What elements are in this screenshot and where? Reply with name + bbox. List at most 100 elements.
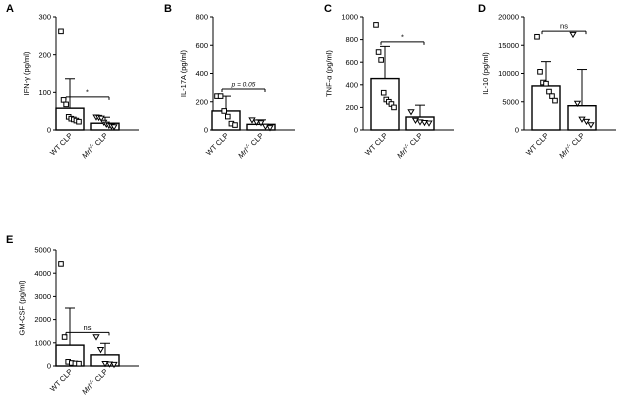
y-tick-label: 400 <box>345 80 358 89</box>
category-suffix: CLP <box>568 131 586 149</box>
y-tick-label: 4000 <box>34 269 51 278</box>
category-superscript: -/- <box>565 143 573 151</box>
y-tick-label: 100 <box>38 88 51 97</box>
y-tick-label: 5000 <box>34 246 51 255</box>
data-point <box>110 124 118 131</box>
data-point <box>391 104 397 111</box>
category-suffix: CLP <box>91 131 109 149</box>
data-point <box>97 115 105 122</box>
panel-letter: E <box>6 234 13 246</box>
data-point <box>58 28 64 35</box>
y-tick-label: 2000 <box>34 315 51 324</box>
data-point <box>375 49 382 55</box>
data-point <box>552 97 558 104</box>
panel-letter: D <box>478 3 486 15</box>
data-point <box>61 334 68 340</box>
x-category-label: Mrl-/- CLP <box>80 367 109 396</box>
y-axis-label: IFN-γ (pg/ml) <box>22 51 31 95</box>
x-category-label: Mrl-/- CLP <box>236 131 265 160</box>
data-point <box>587 122 595 129</box>
y-tick-label: 200 <box>38 50 51 59</box>
y-axis-label: GM-CSF (pg/ml) <box>17 280 26 336</box>
chart-panel-b: B 0 200 400 600 800 IL-17A (pg/ml) WT CLP Mrl-/-… <box>164 3 295 160</box>
data-point <box>373 22 379 28</box>
panel-letter: B <box>164 3 172 15</box>
data-point <box>380 89 387 96</box>
data-point <box>232 122 238 128</box>
significance-label: ns <box>560 22 568 31</box>
data-point <box>378 57 384 63</box>
y-tick-label: 10000 <box>498 69 519 78</box>
data-point <box>105 361 114 368</box>
y-tick-label: 0 <box>47 362 51 371</box>
category-text: WT CLP <box>363 131 389 157</box>
y-tick-label: 0 <box>515 126 519 135</box>
data-point <box>252 119 261 126</box>
data-point <box>266 125 274 132</box>
chart-panel-d: D 0 5000 10000 15000 20000 IL-10 (pg/ml) WT CLP… <box>478 3 616 160</box>
y-tick-label: 600 <box>345 58 358 67</box>
significance-label: ns <box>84 323 92 332</box>
significance-label: * <box>401 32 404 41</box>
y-tick-label: 0 <box>204 126 208 135</box>
y-axis-label: IL-10 (pg/ml) <box>481 52 490 95</box>
chart-panel-c: C 0 200 400 600 800 1000 TNF-α (pg/ml) WT CLP Mrl… <box>324 3 454 160</box>
data-point <box>534 33 540 40</box>
category-text: WT CLP <box>48 367 74 393</box>
data-point <box>407 109 415 116</box>
data-point <box>60 97 67 103</box>
data-point <box>573 100 582 108</box>
x-category-label: WT CLP <box>204 131 230 157</box>
y-tick-label: 800 <box>195 13 208 22</box>
data-point <box>569 31 577 39</box>
y-tick-label: 800 <box>345 35 358 44</box>
chart-panel-e: E 0 1000 2000 3000 4000 5000 GM-CSF (pg/ml) WT C… <box>6 234 139 396</box>
data-point <box>92 334 100 341</box>
bar <box>531 85 561 131</box>
data-point <box>225 113 231 120</box>
category-superscript: -/- <box>403 143 411 151</box>
data-point <box>76 360 82 367</box>
y-tick-label: 600 <box>195 41 208 50</box>
y-tick-label: 15000 <box>498 41 519 50</box>
data-point <box>217 93 224 99</box>
panel-letter: C <box>324 3 332 15</box>
y-tick-label: 0 <box>354 126 358 135</box>
data-point <box>582 118 591 126</box>
x-category-label: WT CLP <box>363 131 389 157</box>
data-point <box>221 108 227 114</box>
category-superscript: -/- <box>88 379 96 387</box>
data-point <box>537 69 543 75</box>
category-text: WT CLP <box>204 131 230 157</box>
data-point <box>416 119 424 126</box>
y-axis-label: IL-17A (pg/ml) <box>179 49 188 97</box>
y-tick-label: 300 <box>38 13 51 22</box>
data-point <box>549 93 555 99</box>
data-point <box>76 118 82 125</box>
y-tick-label: 200 <box>345 103 358 112</box>
data-point <box>110 361 118 369</box>
panel-letter: A <box>6 3 14 15</box>
y-tick-label: 0 <box>47 126 51 135</box>
x-category-label: WT CLP <box>48 131 74 157</box>
chart-panel-a: A 0 100 200 300 IFN-γ (pg/ml) WT CLP Mrl-/- CLP… <box>6 3 139 160</box>
data-point <box>58 261 64 267</box>
x-category-label: WT CLP <box>524 131 550 157</box>
category-superscript: -/- <box>88 143 96 151</box>
data-point <box>257 120 265 127</box>
data-point <box>101 360 109 368</box>
data-point <box>420 119 429 127</box>
y-axis-label: TNF-α (pg/ml) <box>324 50 333 97</box>
significance-label: p = 0.05 <box>231 82 256 89</box>
data-point <box>546 88 552 95</box>
y-tick-label: 400 <box>195 69 208 78</box>
data-point <box>96 347 105 354</box>
data-point <box>425 120 433 127</box>
category-text: WT CLP <box>524 131 550 157</box>
category-suffix: CLP <box>247 131 265 149</box>
x-category-label: WT CLP <box>48 367 74 393</box>
x-category-label: Mrl-/- CLP <box>80 131 109 160</box>
y-tick-label: 3000 <box>34 292 51 301</box>
y-tick-label: 20000 <box>498 13 519 22</box>
